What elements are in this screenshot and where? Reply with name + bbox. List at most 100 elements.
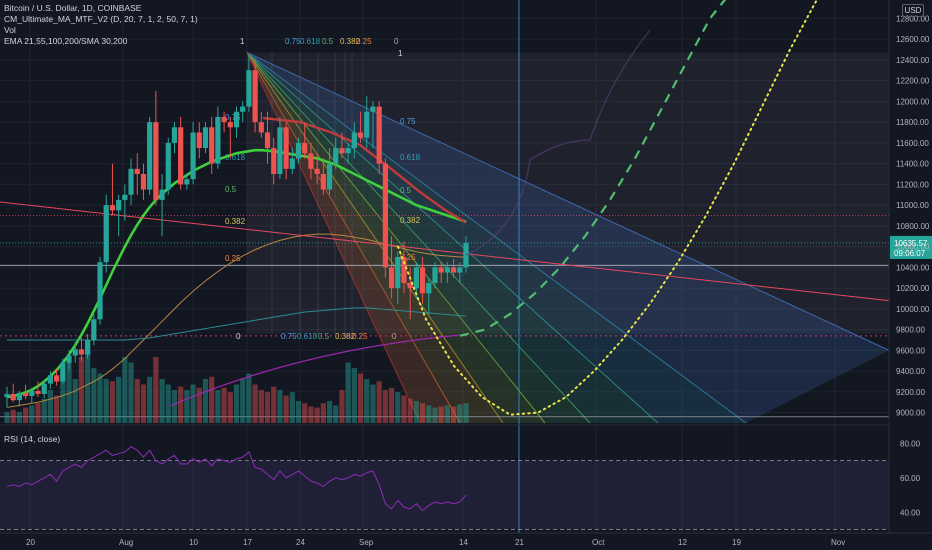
fib-label-bottom: 0.75: [281, 332, 297, 341]
moving-average-line: [6, 148, 467, 399]
candle-body: [419, 267, 426, 294]
rsi-tick-label: 80.00: [900, 439, 921, 448]
current-price-label-bg: [890, 235, 932, 259]
fib-label-top: 0.5: [322, 37, 334, 46]
volume-bar: [271, 386, 277, 423]
candle-body: [122, 194, 128, 200]
candle-body: [295, 142, 302, 159]
fib-fan-line: [246, 52, 890, 351]
fib-label-bottom: 0: [392, 332, 397, 341]
volume-bar: [23, 407, 29, 423]
bar-countdown-label: 09:06:07: [894, 249, 926, 258]
volume-bar: [258, 390, 264, 423]
candle-body: [233, 111, 240, 128]
volume-bar: [333, 405, 339, 423]
rsi-tick-label: 40.00: [900, 508, 921, 517]
indicator-ma-legend: CM_Ultimate_MA_MTF_V2 (D, 20, 7, 1, 2, 5…: [4, 14, 198, 24]
candle-body: [326, 163, 333, 190]
volume-bar: [171, 390, 178, 423]
candle-body: [4, 393, 10, 398]
price-tick-label: 10000.00: [896, 305, 930, 314]
trend-line: [0, 201, 890, 302]
price-tick-label: 11000.00: [896, 201, 929, 210]
volume-bar: [147, 376, 153, 423]
candle-body: [134, 168, 140, 174]
candle-body: [438, 267, 444, 273]
fib-label-bottom: 0.618: [297, 332, 318, 341]
candle-body: [153, 122, 159, 200]
rsi-band: [0, 460, 889, 530]
volume-bar: [54, 395, 60, 423]
volume-bar: [85, 343, 91, 423]
volume-bar: [314, 407, 320, 423]
candle-body: [258, 122, 264, 133]
candle-body: [264, 132, 271, 149]
fib-fan-band: [247, 52, 889, 424]
volume-bar: [78, 357, 85, 423]
fib-label-top: 0.618: [300, 37, 321, 46]
volume-bar: [196, 387, 202, 423]
volume-bar: [339, 390, 345, 423]
volume-bar: [388, 387, 395, 423]
candle-body: [432, 267, 438, 283]
volume-bar: [66, 362, 72, 423]
candle-body: [252, 70, 258, 123]
fib-label-left: 0.75: [225, 113, 241, 122]
fib-label-right: 0.25: [400, 253, 416, 262]
candle-body: [97, 262, 103, 320]
volume-bar: [246, 373, 252, 423]
fib-label-left: 0.5: [225, 185, 237, 194]
candle-body: [47, 375, 54, 384]
candle-body: [289, 158, 295, 169]
volume-bar: [432, 407, 438, 423]
volume-bar: [351, 368, 357, 423]
volume-bar: [444, 405, 450, 423]
volume-bar: [109, 381, 116, 423]
fib-label-right: 0.5: [400, 186, 412, 195]
fib-label-left: 0.25: [225, 254, 241, 263]
candle-body: [463, 242, 469, 268]
candle-body: [196, 132, 202, 149]
volume-bar: [264, 392, 271, 423]
candle-body: [333, 148, 339, 164]
indicator-vol-legend: Vol: [4, 25, 16, 35]
fib-fan-line: [246, 52, 659, 424]
volume-bar: [10, 409, 16, 423]
volume-bar: [401, 395, 407, 423]
candle-body: [277, 127, 283, 174]
candle-body: [388, 267, 395, 289]
price-tick-label: 12000.00: [896, 97, 930, 106]
candle-body: [320, 174, 326, 190]
volume-bar: [413, 401, 419, 423]
moving-average-200-line: [169, 334, 461, 407]
volume-bar: [463, 403, 469, 423]
candle-body: [85, 340, 91, 355]
volume-bar: [457, 404, 463, 423]
fib-fan: [246, 52, 890, 424]
price-tick-label: 10600.00: [896, 243, 930, 252]
fib-fan-line: [246, 52, 747, 424]
candle-body: [357, 132, 364, 138]
moving-average-line: [7, 307, 467, 341]
volume-bar: [153, 357, 159, 423]
volume-bar: [91, 368, 97, 423]
candle-body: [91, 319, 97, 340]
candle-body: [215, 116, 221, 164]
volume-bar: [438, 406, 444, 423]
currency-button[interactable]: USD: [902, 4, 924, 17]
candle-body: [240, 106, 246, 112]
volume-bar: [190, 384, 196, 423]
price-tick-label: 11800.00: [896, 118, 929, 127]
rsi-tick-label: 60.00: [900, 474, 921, 483]
candle-body: [140, 174, 147, 190]
candle-body: [60, 362, 66, 382]
candle-body: [364, 111, 370, 138]
volume-bar: [122, 357, 128, 423]
current-price-label: 10635.57: [894, 239, 928, 248]
volume-bar: [72, 379, 78, 423]
indicator-ema-legend: EMA 21,55,100,200/SMA 30,200: [4, 36, 128, 46]
price-tick-label: 12800.00: [896, 14, 930, 23]
candle-body: [209, 127, 215, 164]
time-tick-label: 24: [296, 538, 305, 547]
